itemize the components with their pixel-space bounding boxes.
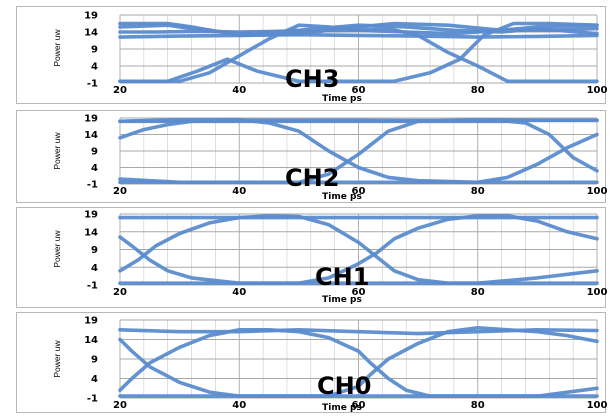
x-tick-label: 80 xyxy=(471,287,485,298)
traces xyxy=(118,117,599,185)
y-axis-label: Power uw xyxy=(52,131,62,169)
channel-label: CH0 xyxy=(317,372,371,400)
y-axis-label: Power uw xyxy=(52,28,62,66)
y-tick-label: 9 xyxy=(91,245,98,256)
y-axis-label: Power uw xyxy=(52,339,62,377)
x-tick-label: 60 xyxy=(352,85,366,96)
x-tick-label: 40 xyxy=(232,287,246,298)
x-tick-label: 20 xyxy=(113,186,127,197)
x-tick-label: 100 xyxy=(587,186,608,197)
y-tick-label: 9 xyxy=(91,355,98,366)
y-tick-label: 4 xyxy=(91,163,98,174)
y-tick-label: -1 xyxy=(87,180,98,191)
x-tick-label: 100 xyxy=(587,85,608,96)
y-tick-label: 19 xyxy=(84,114,98,125)
x-tick-label: 60 xyxy=(352,186,366,197)
x-tick-label: 40 xyxy=(232,186,246,197)
trace-line xyxy=(118,23,599,84)
trace-line xyxy=(118,32,599,39)
y-tick-label: 4 xyxy=(91,263,98,274)
chart-panel-ch0: 19 14 9 4 -1 20 40 60 80 100 Power uw Time ps CH0 xyxy=(16,312,608,413)
x-tick-label: 100 xyxy=(587,287,608,298)
traces xyxy=(118,21,599,84)
channel-label: CH2 xyxy=(285,164,339,192)
trace-line xyxy=(118,327,599,398)
x-tick-label: 20 xyxy=(113,85,127,96)
y-tick-label: 4 xyxy=(91,374,98,385)
x-tick-label: 40 xyxy=(232,400,246,411)
y-tick-label: 14 xyxy=(84,227,98,238)
x-tick-label: 60 xyxy=(352,400,366,411)
traces xyxy=(118,214,599,286)
x-axis-label: Time ps xyxy=(322,295,362,305)
y-tick-label: 9 xyxy=(91,147,98,158)
channel-label: CH3 xyxy=(285,65,339,93)
x-tick-label: 80 xyxy=(471,85,485,96)
y-tick-label: -1 xyxy=(87,79,98,90)
trace-line xyxy=(118,132,599,185)
y-tick-label: -1 xyxy=(87,394,98,405)
trace-line xyxy=(118,214,599,286)
trace-line xyxy=(118,119,599,173)
grid xyxy=(119,117,598,185)
x-tick-label: 100 xyxy=(587,400,608,411)
x-axis-label: Time ps xyxy=(322,192,362,202)
y-tick-label: 9 xyxy=(91,45,98,56)
y-tick-label: 14 xyxy=(84,130,98,141)
y-axis-label: Power uw xyxy=(52,229,62,267)
traces xyxy=(118,325,599,398)
y-tick-label: 14 xyxy=(84,28,98,39)
y-tick-label: 14 xyxy=(84,335,98,346)
x-tick-label: 60 xyxy=(352,287,366,298)
x-tick-label: 80 xyxy=(471,400,485,411)
trace-line xyxy=(118,214,599,286)
y-tick-label: 19 xyxy=(84,11,98,22)
x-tick-label: 20 xyxy=(113,287,127,298)
chart-panel-ch1: 19 14 9 4 -1 20 40 60 80 100 Power uw Time ps CH1 xyxy=(16,207,608,308)
y-tick-label: 19 xyxy=(84,316,98,327)
trace-line xyxy=(118,21,599,84)
x-axis-label: Time ps xyxy=(322,403,362,413)
trace-line xyxy=(118,23,599,36)
channel-label: CH1 xyxy=(315,263,369,291)
y-tick-label: -1 xyxy=(87,281,98,292)
x-tick-label: 20 xyxy=(113,400,127,411)
x-tick-label: 80 xyxy=(471,186,485,197)
x-axis-label: Time ps xyxy=(322,94,362,104)
x-tick-label: 40 xyxy=(232,85,246,96)
trace-line xyxy=(118,325,599,398)
y-tick-label: 19 xyxy=(84,210,98,221)
y-tick-label: 4 xyxy=(91,62,98,73)
